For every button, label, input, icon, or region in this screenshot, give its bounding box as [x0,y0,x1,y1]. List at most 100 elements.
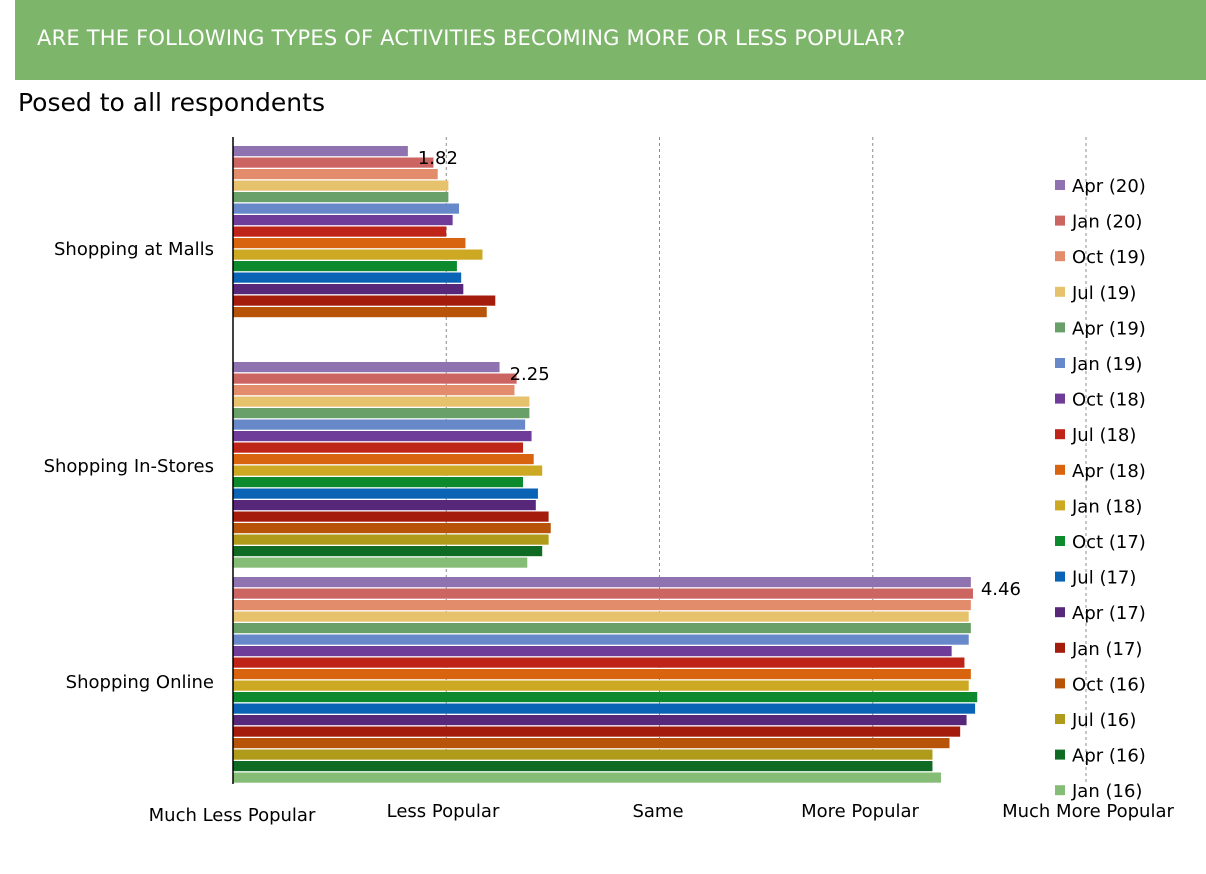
legend-swatch [1055,251,1065,262]
x-tick-label: Much More Popular [1002,801,1174,822]
legend-label: Oct (18) [1072,390,1146,411]
legend-swatch [1055,785,1065,796]
bar-shopping-in-stores-jul-19 [233,396,530,407]
x-tick-label: More Popular [801,801,919,822]
chart-title: ARE THE FOLLOWING TYPES OF ACTIVITIES BE… [37,26,906,50]
x-tick-label: Same [632,801,683,822]
legend-label: Apr (19) [1072,318,1146,339]
bar-shopping-at-malls-oct-18 [233,215,453,226]
legend-swatch [1055,536,1065,546]
bar-shopping-online-oct-18 [233,646,952,657]
category-label: Shopping Online [66,672,214,693]
legend-swatch [1055,714,1065,724]
bar-shopping-in-stores-apr-20 [233,362,500,373]
legend-swatch [1055,464,1065,475]
bar-shopping-online-jan-20 [233,588,973,599]
bar-shopping-at-malls-jul-18 [233,226,447,237]
bar-shopping-in-stores-oct-18 [233,431,532,442]
bar-shopping-in-stores-apr-17 [233,500,536,511]
bar-shopping-in-stores-apr-16 [233,546,543,557]
legend-swatch [1055,678,1065,689]
legend-swatch [1055,607,1065,618]
bar-shopping-online-apr-18 [233,669,971,680]
bar-shopping-at-malls-jul-17 [233,272,462,283]
bar-shopping-at-malls-apr-17 [233,284,464,295]
bar-shopping-in-stores-jul-18 [233,442,524,453]
bar-shopping-online-apr-19 [233,623,971,634]
legend-label: Apr (17) [1072,603,1146,624]
legend-swatch [1055,358,1065,368]
data-label: 2.25 [510,364,550,385]
legend-swatch [1055,749,1065,760]
legend-swatch [1055,215,1065,226]
bar-shopping-online-oct-19 [233,600,971,611]
bar-shopping-online-apr-16 [233,761,933,772]
legend-swatch [1055,393,1065,404]
legend-swatch [1055,571,1065,582]
bar-shopping-in-stores-jan-18 [233,465,543,476]
bar-shopping-online-jul-16 [233,749,933,760]
bar-shopping-at-malls-jan-19 [233,203,460,214]
x-tick-label: Less Popular [387,801,500,822]
bar-shopping-in-stores-apr-18 [233,454,534,465]
bar-shopping-in-stores-jan-17 [233,511,549,522]
legend-swatch [1055,500,1065,511]
legend-label: Jul (16) [1071,710,1136,731]
bar-shopping-online-oct-16 [233,738,950,749]
bar-shopping-at-malls-oct-19 [233,169,438,180]
legend-swatch [1055,322,1065,333]
bar-shopping-online-jul-18 [233,657,965,668]
bar-shopping-at-malls-apr-20 [233,146,408,157]
legend-swatch [1055,642,1065,653]
data-label: 4.46 [981,579,1021,600]
bar-shopping-online-oct-17 [233,692,978,703]
legend-swatch [1055,429,1065,440]
legend-label: Oct (19) [1072,247,1146,268]
legend-label: Jul (17) [1071,568,1136,589]
bar-shopping-at-malls-jul-19 [233,180,449,191]
bar-shopping-in-stores-apr-19 [233,408,530,419]
bar-shopping-in-stores-jan-19 [233,419,526,430]
legend-label: Apr (18) [1072,461,1146,482]
legend-label: Jan (16) [1071,781,1142,802]
bar-shopping-online-jul-19 [233,611,969,622]
bar-shopping-online-apr-20 [233,577,971,588]
legend-label: Jan (19) [1071,354,1142,375]
bar-shopping-in-stores-jan-16 [233,557,528,568]
bar-shopping-online-jan-19 [233,634,969,645]
legend-swatch [1055,180,1065,190]
bar-shopping-online-jan-18 [233,680,969,691]
bar-shopping-in-stores-oct-17 [233,477,524,488]
title-banner: ARE THE FOLLOWING TYPES OF ACTIVITIES BE… [15,0,1206,80]
legend-label: Oct (16) [1072,674,1146,695]
bar-shopping-in-stores-oct-19 [233,385,515,396]
bar-shopping-online-apr-17 [233,715,967,726]
data-label: 1.82 [418,148,458,169]
bar-shopping-online-jan-16 [233,772,941,783]
legend-label: Jul (18) [1071,425,1136,446]
legend-label: Apr (20) [1072,176,1146,197]
bar-shopping-online-jul-17 [233,703,976,714]
bar-shopping-in-stores-oct-16 [233,523,551,534]
x-tick-label: Much Less Popular [149,805,316,826]
bar-shopping-online-jan-17 [233,726,961,737]
legend-swatch [1055,286,1065,297]
legend-label: Jul (19) [1071,283,1136,304]
legend-label: Jan (17) [1071,639,1142,660]
category-label: Shopping In-Stores [44,456,214,477]
legend-label: Jan (20) [1071,212,1142,233]
bar-shopping-at-malls-jan-17 [233,295,496,306]
legend-label: Jan (18) [1071,496,1142,517]
bar-shopping-in-stores-jul-16 [233,534,549,545]
bar-shopping-at-malls-oct-17 [233,261,457,272]
chart-subtitle: Posed to all respondents [18,88,325,117]
category-label: Shopping at Malls [54,239,214,260]
bar-shopping-in-stores-jul-17 [233,488,538,499]
legend-label: Apr (16) [1072,746,1146,767]
bar-shopping-at-malls-oct-16 [233,307,487,318]
bar-shopping-at-malls-jan-18 [233,249,483,260]
bar-shopping-at-malls-jan-20 [233,157,434,168]
legend-label: Oct (17) [1072,532,1146,553]
bar-shopping-at-malls-apr-19 [233,192,449,203]
